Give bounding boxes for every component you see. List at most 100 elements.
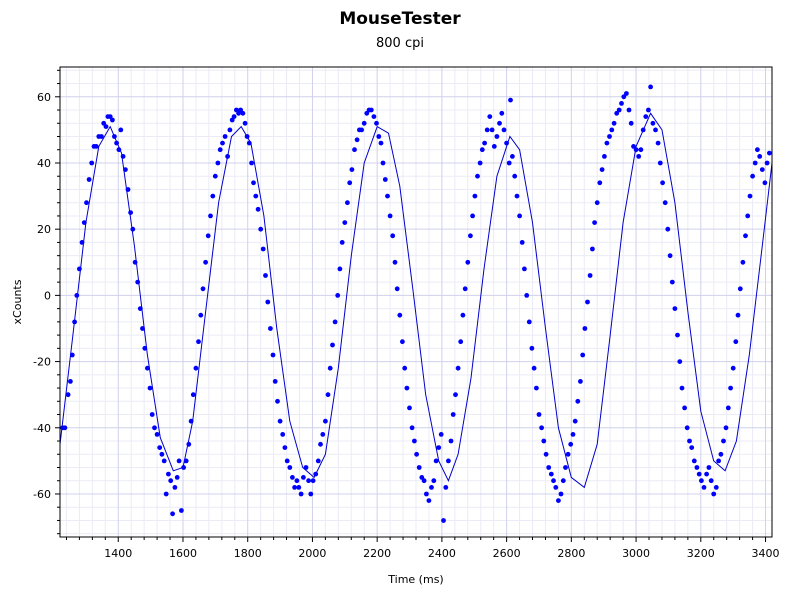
data-point [380,160,386,166]
data-point [168,478,174,484]
data-point [339,240,345,245]
x-tick-label: 1400 [104,547,132,560]
data-point [489,127,495,133]
x-tick-label: 2000 [298,547,326,560]
data-point [154,432,160,437]
data-point [672,306,678,311]
data-point [450,412,456,417]
data-point [374,120,379,126]
data-point [638,147,644,153]
data-point [546,465,552,470]
data-point [251,180,256,186]
data-point [149,412,155,417]
data-point [755,147,760,153]
data-point [270,352,276,358]
data-point [277,418,283,424]
data-point [390,233,396,239]
data-point [318,441,323,447]
data-point [472,193,478,199]
data-point [315,458,321,464]
data-point [303,465,309,470]
data-point [416,465,422,470]
data-point [643,114,649,119]
data-point [208,213,213,219]
data-point [352,147,357,153]
data-point [253,193,259,199]
data-point [582,326,588,331]
data-point [514,193,520,199]
data-point [711,491,717,497]
data-point [470,213,475,219]
data-point [378,140,384,146]
data-point [721,438,726,444]
data-point [448,438,454,444]
x-tick-label: 1600 [169,547,197,560]
data-point [446,458,451,464]
data-point [699,478,704,484]
data-point [255,206,261,212]
data-point [294,478,300,484]
data-point [114,140,119,146]
y-tick-label: 0 [44,289,51,302]
data-point [543,451,549,457]
data-point [74,293,80,298]
data-point [166,471,171,477]
data-point [258,226,264,232]
data-point [636,154,642,159]
data-point [412,438,417,444]
data-point [263,273,268,278]
data-point [572,418,578,424]
data-point [123,167,128,173]
x-tick-label: 3000 [622,547,650,560]
data-point [301,475,306,480]
data-point [534,385,539,391]
data-point [512,173,518,179]
data-point [541,438,547,444]
data-point [275,398,280,404]
data-point [325,392,331,398]
data-point [345,200,350,206]
data-point [497,120,502,126]
data-point [687,438,692,444]
data-point [737,286,743,292]
data-point [172,485,178,490]
data-point [563,465,568,470]
data-point [628,120,634,126]
data-point [487,114,493,119]
data-point [436,445,442,450]
data-point [522,266,527,272]
data-point [453,392,458,398]
data-point [609,127,615,133]
data-point [240,110,246,116]
data-point [529,345,535,351]
data-point [747,193,753,199]
data-point [65,392,71,398]
data-point [602,154,607,159]
data-point [616,107,622,113]
data-point [499,110,505,116]
data-point [306,478,311,484]
data-point [519,240,525,245]
data-point [508,97,513,103]
x-tick-label: 2200 [363,547,391,560]
y-tick-label: -20 [33,356,51,369]
data-point [320,432,326,437]
data-point [665,226,671,232]
data-point [718,451,724,457]
data-point [558,491,564,497]
data-point [409,425,415,431]
data-point [491,144,497,149]
data-point [188,418,194,424]
x-tick-label: 1800 [234,547,262,560]
data-point [152,425,157,431]
data-point [482,140,487,146]
data-point [677,359,683,364]
chart-title: MouseTester [339,9,461,29]
data-point [210,193,216,199]
data-point [626,107,632,113]
data-point [246,140,252,146]
data-point [660,180,665,186]
data-point [404,385,410,391]
data-point [421,478,427,484]
data-point [140,326,145,331]
